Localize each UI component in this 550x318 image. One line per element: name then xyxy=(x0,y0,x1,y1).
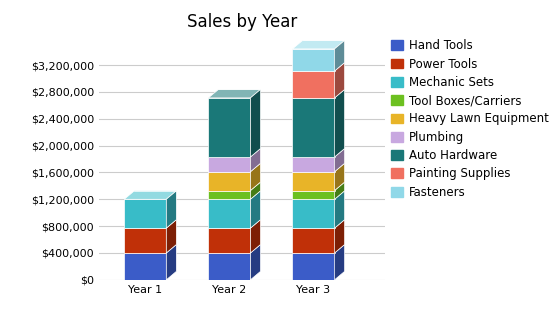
Polygon shape xyxy=(293,190,334,199)
Polygon shape xyxy=(208,190,250,199)
Polygon shape xyxy=(293,163,345,172)
Polygon shape xyxy=(293,220,345,228)
Polygon shape xyxy=(166,245,177,280)
Polygon shape xyxy=(208,199,250,228)
Polygon shape xyxy=(293,40,345,49)
Title: Sales by Year: Sales by Year xyxy=(187,13,297,31)
Polygon shape xyxy=(124,228,166,253)
Polygon shape xyxy=(293,149,345,157)
Polygon shape xyxy=(250,191,261,228)
Polygon shape xyxy=(334,40,345,71)
Legend: Hand Tools, Power Tools, Mechanic Sets, Tool Boxes/Carriers, Heavy Lawn Equipmen: Hand Tools, Power Tools, Mechanic Sets, … xyxy=(391,39,548,199)
Polygon shape xyxy=(208,220,261,228)
Polygon shape xyxy=(250,149,261,172)
Polygon shape xyxy=(208,228,250,253)
Polygon shape xyxy=(208,172,250,190)
Polygon shape xyxy=(334,149,345,172)
Polygon shape xyxy=(250,245,261,280)
Polygon shape xyxy=(166,220,177,253)
Polygon shape xyxy=(208,245,261,253)
Polygon shape xyxy=(334,89,345,157)
Polygon shape xyxy=(293,98,334,157)
Polygon shape xyxy=(334,182,345,199)
Polygon shape xyxy=(124,245,177,253)
Polygon shape xyxy=(208,182,261,190)
Polygon shape xyxy=(208,98,250,157)
Polygon shape xyxy=(334,163,345,190)
Polygon shape xyxy=(208,149,261,157)
Polygon shape xyxy=(293,157,334,172)
Polygon shape xyxy=(293,89,345,98)
Polygon shape xyxy=(208,163,261,172)
Polygon shape xyxy=(208,89,261,98)
Polygon shape xyxy=(250,182,261,199)
Polygon shape xyxy=(124,199,166,228)
Polygon shape xyxy=(124,220,177,228)
Polygon shape xyxy=(293,182,345,190)
Polygon shape xyxy=(293,71,334,98)
Polygon shape xyxy=(293,253,334,280)
Polygon shape xyxy=(293,199,334,228)
Polygon shape xyxy=(166,191,177,228)
Polygon shape xyxy=(334,245,345,280)
Polygon shape xyxy=(334,191,345,228)
Polygon shape xyxy=(208,191,261,199)
Polygon shape xyxy=(124,253,166,280)
Polygon shape xyxy=(124,191,177,199)
Polygon shape xyxy=(208,157,250,172)
Polygon shape xyxy=(293,191,345,199)
Polygon shape xyxy=(208,253,250,280)
Polygon shape xyxy=(250,220,261,253)
Polygon shape xyxy=(334,220,345,253)
Polygon shape xyxy=(250,89,261,157)
Polygon shape xyxy=(293,49,334,71)
Polygon shape xyxy=(293,245,345,253)
Polygon shape xyxy=(334,63,345,98)
Polygon shape xyxy=(293,63,345,71)
Polygon shape xyxy=(293,228,334,253)
Polygon shape xyxy=(293,172,334,190)
Polygon shape xyxy=(250,163,261,190)
